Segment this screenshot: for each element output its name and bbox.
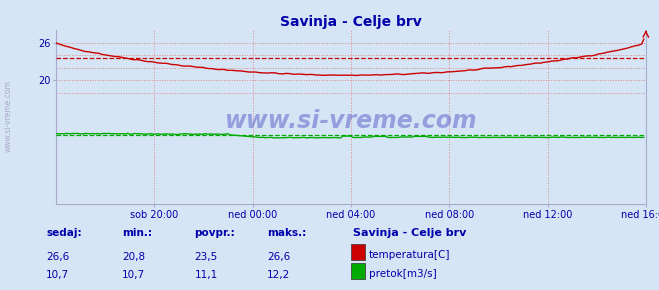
Text: 10,7: 10,7 [122, 270, 145, 280]
Text: www.si-vreme.com: www.si-vreme.com [3, 80, 13, 152]
Text: min.:: min.: [122, 228, 152, 238]
Text: 26,6: 26,6 [46, 251, 69, 262]
Text: Savinja - Celje brv: Savinja - Celje brv [353, 228, 466, 238]
Text: 10,7: 10,7 [46, 270, 69, 280]
Text: sedaj:: sedaj: [46, 228, 82, 238]
Text: pretok[m3/s]: pretok[m3/s] [369, 269, 437, 279]
Text: temperatura[C]: temperatura[C] [369, 250, 451, 260]
Text: www.si-vreme.com: www.si-vreme.com [225, 109, 477, 133]
Text: povpr.:: povpr.: [194, 228, 235, 238]
Text: 11,1: 11,1 [194, 270, 217, 280]
Title: Savinja - Celje brv: Savinja - Celje brv [280, 15, 422, 29]
Text: 12,2: 12,2 [267, 270, 290, 280]
Text: 26,6: 26,6 [267, 251, 290, 262]
Text: maks.:: maks.: [267, 228, 306, 238]
Text: 20,8: 20,8 [122, 251, 145, 262]
Text: 23,5: 23,5 [194, 251, 217, 262]
